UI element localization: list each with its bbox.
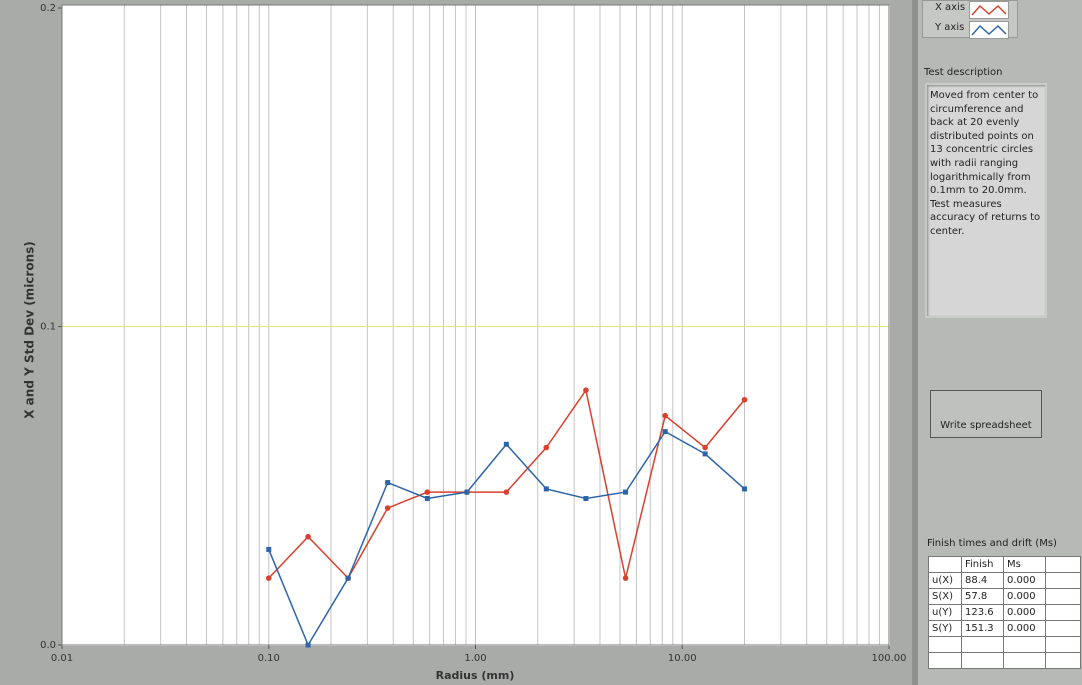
legend-icon xyxy=(969,21,1009,39)
y-tick-label: 0.0 xyxy=(40,640,56,651)
header-cell xyxy=(928,556,962,573)
marker xyxy=(543,486,549,492)
table-cell xyxy=(1045,652,1081,669)
table-cell: u(Y) xyxy=(928,604,962,621)
table-cell: 123.6 xyxy=(961,604,1004,621)
marker xyxy=(583,387,589,394)
marker xyxy=(503,489,510,495)
results-table: Finish Ms u(X) 88.4 0.000 S(X) 57.8 0.000 u(Y) 12… xyxy=(928,556,1081,669)
y-axis-label: X and Y Std Dev (microns) xyxy=(23,241,37,419)
marker xyxy=(345,575,351,581)
marker xyxy=(662,429,668,435)
table-cell: S(X) xyxy=(928,588,962,605)
x-tick-label: 0.10 xyxy=(258,653,280,664)
table-header: Finish Ms xyxy=(928,556,1081,573)
table-cell xyxy=(928,652,962,669)
table-cell: 0.000 xyxy=(1003,620,1046,637)
header-cell xyxy=(1045,556,1081,573)
legend-swatch xyxy=(971,24,1007,36)
x-tick-label: 10.00 xyxy=(668,653,697,664)
table-row: S(Y) 151.3 0.000 xyxy=(928,620,1081,637)
table-cell: 151.3 xyxy=(961,620,1004,637)
table-cell xyxy=(1045,620,1081,637)
marker xyxy=(424,495,430,501)
x-tick-label: 0.01 xyxy=(51,653,73,664)
x-tick-label: 1.00 xyxy=(464,653,486,664)
legend-swatch xyxy=(971,4,1007,16)
table-cell xyxy=(1045,572,1081,589)
table-cell: 0.000 xyxy=(1003,604,1046,621)
marker xyxy=(741,486,747,492)
marker xyxy=(385,480,391,486)
axis-line xyxy=(61,4,890,646)
write-spreadsheet-button[interactable]: Write spreadsheet xyxy=(930,390,1042,438)
table-cell xyxy=(961,636,1004,653)
marker xyxy=(623,489,629,495)
table-cell xyxy=(1003,652,1046,669)
chart: Radius (mm) X and Y Std Dev (microns) 0.… xyxy=(23,3,907,682)
legend-entry: X axis xyxy=(935,2,966,13)
marker xyxy=(702,451,708,457)
table-row xyxy=(928,636,1081,653)
table-cell: S(Y) xyxy=(928,620,962,637)
description-text: Moved from center to circumference and b… xyxy=(925,83,1047,318)
marker xyxy=(266,546,272,552)
table-cell: u(X) xyxy=(928,572,962,589)
legend: X axis Y axis xyxy=(922,0,1018,39)
y-tick-label: 0.2 xyxy=(40,3,56,14)
marker xyxy=(384,505,391,511)
x-axis-label: Radius (mm) xyxy=(436,669,515,682)
marker xyxy=(265,575,272,581)
marker xyxy=(622,575,629,581)
marker xyxy=(305,533,311,540)
marker xyxy=(583,495,589,501)
x-tick-label: 100.00 xyxy=(872,653,907,664)
table-cell xyxy=(1003,636,1046,653)
table-row: S(X) 57.8 0.000 xyxy=(928,588,1081,605)
marker xyxy=(424,489,431,495)
header-cell: Finish xyxy=(961,556,1004,573)
marker xyxy=(741,396,748,403)
marker xyxy=(543,444,550,451)
marker xyxy=(702,444,708,451)
description-label: Test description xyxy=(924,67,1003,78)
legend-entry: Y axis xyxy=(935,22,965,33)
table-cell xyxy=(1045,636,1081,653)
marker xyxy=(503,441,509,447)
marker xyxy=(464,489,470,495)
table-cell: 0.000 xyxy=(1003,588,1046,605)
table-row xyxy=(928,652,1081,669)
table-row: u(X) 88.4 0.000 xyxy=(928,572,1081,589)
y-tick-label: 0.1 xyxy=(40,322,56,333)
marker xyxy=(662,412,668,419)
table-cell: 88.4 xyxy=(961,572,1004,589)
table-cell: 0.000 xyxy=(1003,572,1046,589)
table-cell xyxy=(928,636,962,653)
table-row: u(Y) 123.6 0.000 xyxy=(928,604,1081,621)
table-title: Finish times and drift (Ms) xyxy=(927,538,1057,549)
table-cell xyxy=(961,652,1004,669)
marker xyxy=(305,642,311,648)
table-cell xyxy=(1045,588,1081,605)
table-cell: 57.8 xyxy=(961,588,1004,605)
header-cell: Ms xyxy=(1003,556,1046,573)
legend-icon xyxy=(969,1,1009,19)
table-cell xyxy=(1045,604,1081,621)
